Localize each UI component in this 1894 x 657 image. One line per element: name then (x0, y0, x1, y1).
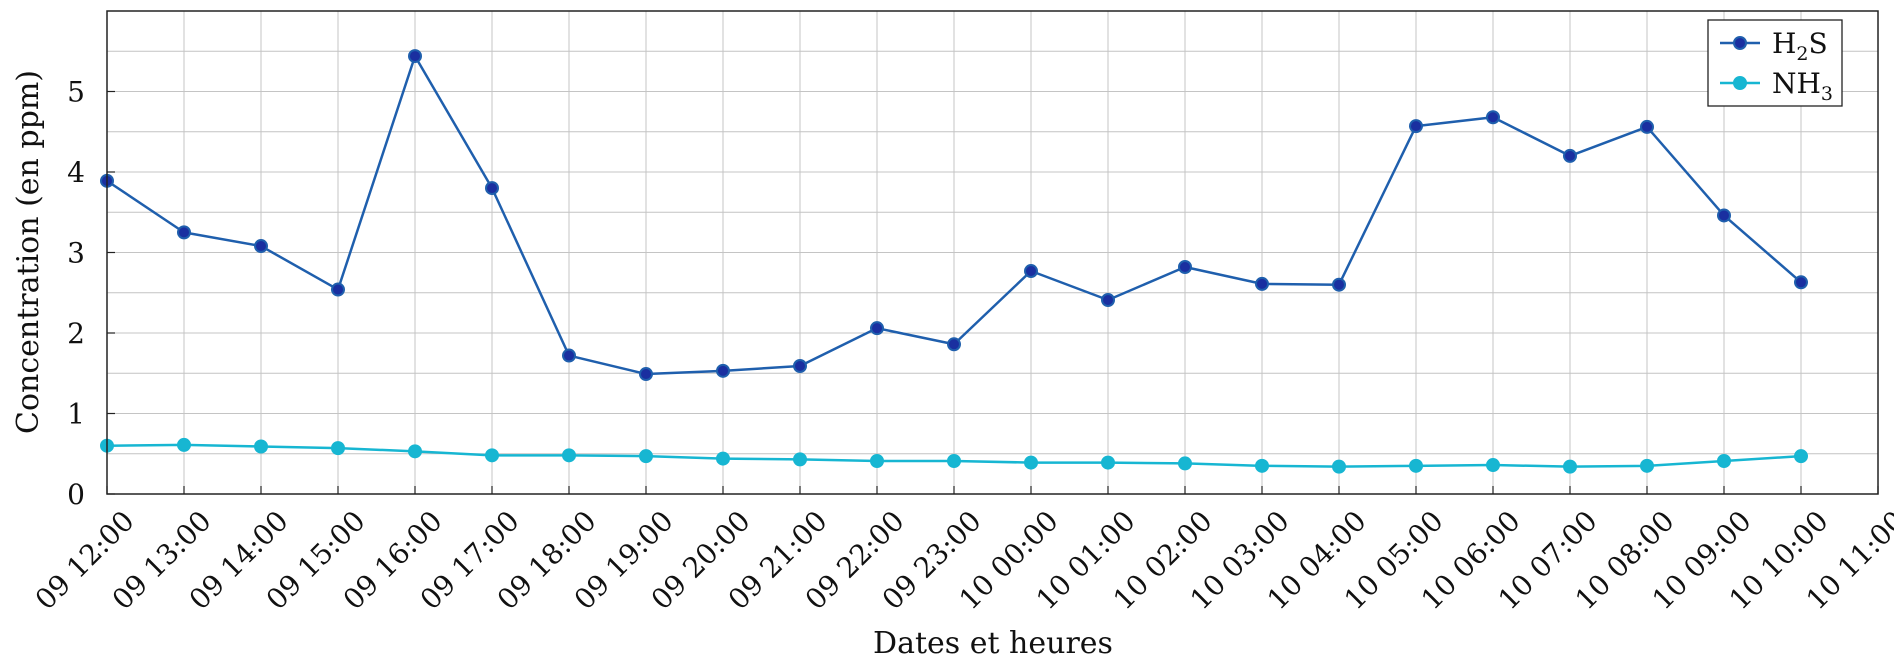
legend-marker (1733, 36, 1747, 50)
y-axis: 0 1 2 3 4 5 (67, 76, 115, 511)
data-point-h2s (1332, 277, 1346, 292)
x-axis-title: Dates et heures (873, 626, 1113, 657)
data-point-nh3 (1486, 458, 1500, 473)
data-point-nh3 (485, 448, 499, 463)
data-point-h2s (1563, 148, 1577, 163)
legend-label: H2S (1772, 27, 1828, 65)
data-point-h2s (485, 181, 499, 196)
data-point-nh3 (1101, 455, 1115, 470)
data-point-nh3 (331, 441, 345, 456)
data-point-nh3 (408, 444, 422, 459)
legend-marker (1733, 76, 1747, 90)
data-point-nh3 (177, 437, 191, 452)
y-tick-label: 4 (67, 156, 85, 189)
data-point-nh3 (793, 452, 807, 467)
data-point-h2s (1409, 119, 1423, 134)
series-nh3 (100, 437, 1808, 474)
data-point-nh3 (562, 448, 576, 463)
data-point-h2s (639, 367, 653, 382)
data-point-nh3 (1178, 456, 1192, 471)
legend-item-h2s: H2S (1720, 27, 1828, 65)
data-point-h2s (1794, 275, 1808, 290)
data-point-h2s (177, 225, 191, 240)
grid (106, 10, 1879, 495)
data-point-nh3 (870, 453, 884, 468)
legend-box (1707, 19, 1843, 107)
data-point-nh3 (1332, 459, 1346, 474)
series-h2s (100, 49, 1808, 382)
data-point-h2s (1640, 119, 1654, 134)
y-axis-title: Concentration (en ppm) (11, 70, 46, 434)
data-point-nh3 (254, 439, 268, 454)
data-point-h2s (408, 49, 422, 64)
data-point-h2s (793, 359, 807, 374)
data-point-nh3 (1563, 459, 1577, 474)
data-point-h2s (1178, 259, 1192, 274)
data-point-nh3 (1255, 458, 1269, 473)
data-point-h2s (947, 337, 961, 352)
data-point-h2s (1024, 264, 1038, 279)
y-tick-label: 2 (67, 317, 85, 350)
legend-item-nh3: NH3 (1720, 67, 1833, 105)
data-point-h2s (254, 239, 268, 254)
y-tick-label: 0 (67, 478, 85, 511)
data-point-nh3 (639, 449, 653, 464)
data-point-h2s (1255, 276, 1269, 291)
y-tick-label: 5 (67, 76, 85, 109)
series-layer (100, 49, 1808, 474)
data-point-h2s (1486, 110, 1500, 125)
legend-label: NH3 (1772, 67, 1833, 105)
data-point-nh3 (1794, 449, 1808, 464)
data-point-nh3 (1409, 458, 1423, 473)
data-point-h2s (1101, 292, 1115, 307)
data-point-nh3 (716, 451, 730, 466)
y-tick-label: 1 (67, 398, 85, 431)
y-tick-label: 3 (67, 237, 85, 270)
data-point-h2s (562, 348, 576, 363)
data-point-nh3 (947, 453, 961, 468)
data-point-nh3 (1640, 458, 1654, 473)
data-point-nh3 (1024, 455, 1038, 470)
data-point-h2s (331, 282, 345, 297)
data-point-h2s (1717, 208, 1731, 223)
data-point-h2s (870, 321, 884, 336)
data-point-nh3 (1717, 453, 1731, 468)
data-point-h2s (716, 363, 730, 378)
